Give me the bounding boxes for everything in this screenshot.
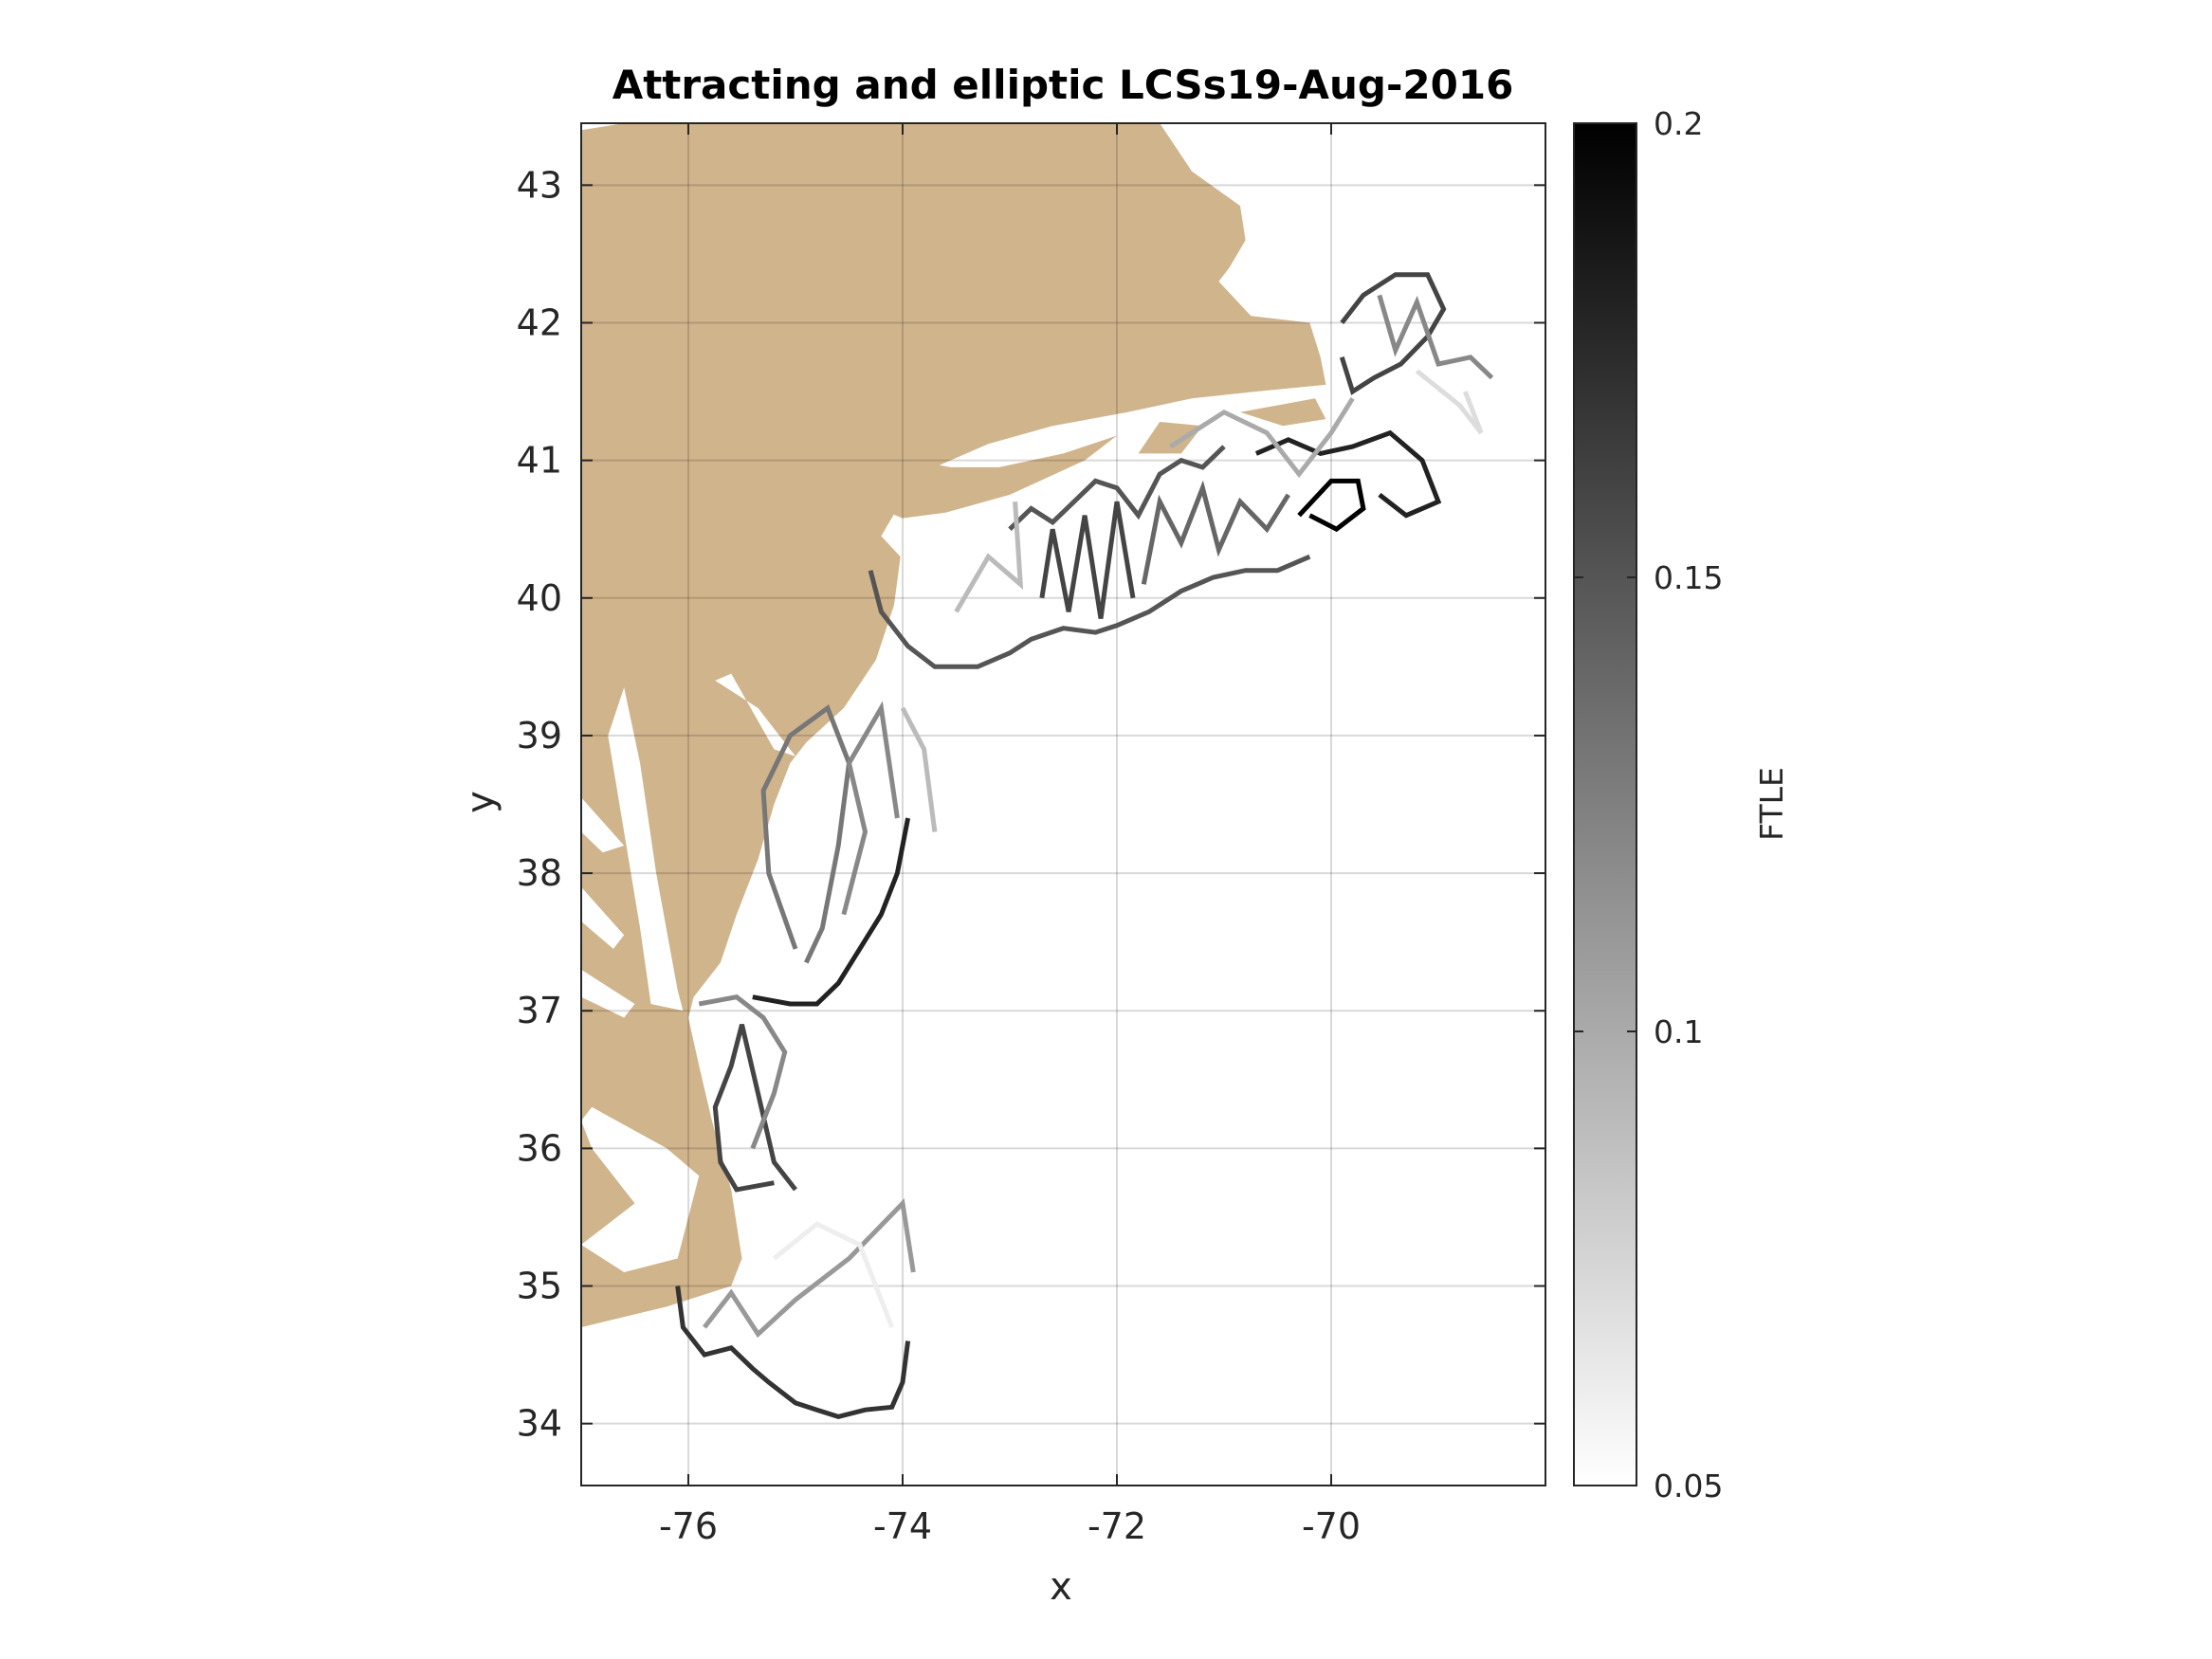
ftle-ridge-12 (1141, 480, 1290, 585)
ftle-ridge-5 (752, 817, 911, 1007)
ftle-ridge-8 (900, 706, 938, 832)
colorbar-tick-label: 0.1 (1654, 1013, 1703, 1050)
ftle-ridge-4 (698, 994, 788, 1150)
y-tick-label: 40 (517, 577, 562, 619)
water-inlet-0 (715, 673, 795, 757)
chart-title: Attracting and elliptic LCSs19-Aug-2016 (612, 62, 1514, 108)
colorbar-ticks: 0.05 0.1 0.15 0.2 (1574, 105, 1723, 1504)
ftle-ridge-2 (772, 1221, 895, 1329)
ftle-ridge-18 (1169, 396, 1355, 479)
ftle-ridge-13 (1297, 478, 1366, 533)
colorbar-tick-label: 0.2 (1654, 105, 1703, 142)
ftle-ridge-19 (954, 501, 1024, 613)
land-region-0 (581, 123, 1326, 1328)
x-tick-label: -72 (1088, 1505, 1146, 1547)
ftle-ridge-3 (712, 1024, 797, 1193)
water-inlet-1 (608, 687, 684, 1012)
ftle-ridge-0 (675, 1285, 911, 1419)
ftle-ridge-1 (703, 1198, 916, 1339)
y-tick-label: 43 (517, 164, 562, 206)
y-tick-label: 35 (517, 1266, 562, 1307)
land-layer (581, 123, 1326, 1328)
land-region-3 (1240, 398, 1326, 427)
y-tick-label: 38 (517, 852, 562, 894)
ftle-ridge-6 (760, 703, 852, 964)
colorbar-tick-label: 0.05 (1654, 1468, 1723, 1504)
x-tick-label: -74 (873, 1505, 932, 1547)
y-tick-label: 41 (517, 440, 562, 482)
y-tick-label: 37 (517, 990, 562, 1031)
colorbar-tick-label: 0.15 (1654, 559, 1723, 596)
ftle-ridge-14 (1254, 429, 1442, 519)
y-axis-label: y (459, 791, 503, 813)
colorbar (1573, 122, 1637, 1486)
x-tick-label: -76 (659, 1505, 718, 1547)
water-inlet-5 (581, 1106, 700, 1272)
ftle-ridge-7 (841, 701, 900, 916)
y-tick-label: 39 (517, 715, 562, 757)
ftle-ridge-16 (1377, 294, 1494, 380)
water-inlet-2 (581, 797, 625, 853)
land-region-2 (1138, 422, 1203, 454)
x-tick-label: -70 (1302, 1505, 1361, 1547)
ftle-ridge-15 (1339, 272, 1447, 395)
colorbar-label: FTLE (1753, 767, 1790, 841)
land-region-1 (725, 426, 1117, 519)
ftle-ridge-11 (1039, 501, 1136, 619)
ftle-ridge-10 (1008, 445, 1226, 531)
y-tick-label: 36 (517, 1127, 562, 1169)
ftle-ridge-layer (675, 272, 1494, 1419)
grid-layer (581, 123, 1545, 1486)
y-tick-label: 42 (517, 301, 562, 343)
y-tick-label: 34 (517, 1403, 562, 1445)
x-axis-label: x (1050, 1565, 1072, 1609)
plot-frame (580, 122, 1546, 1486)
ftle-ridge-9 (868, 554, 1311, 669)
water-inlet-4 (581, 969, 635, 1018)
axis-ticks: -76 -74 -72 -70 34 35 36 37 38 39 40 41 42 43 (517, 123, 1545, 1547)
ftle-ridge-17 (1415, 369, 1484, 435)
water-inlet-3 (581, 886, 625, 949)
